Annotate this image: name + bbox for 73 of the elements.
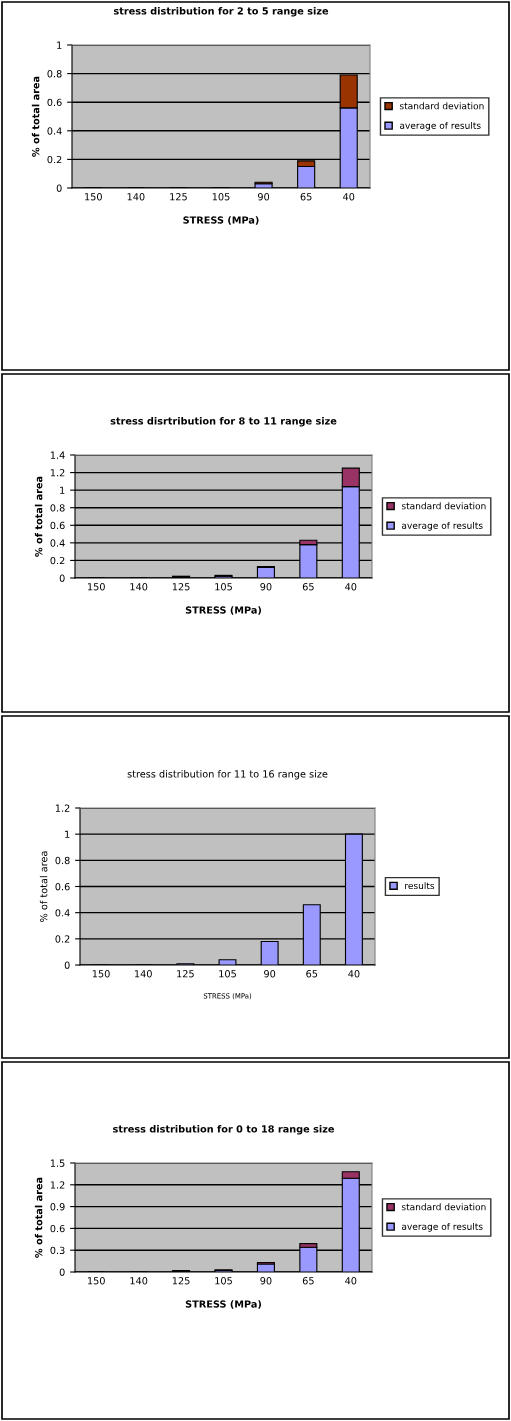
x-tick-label: 90	[260, 1277, 272, 1285]
y-tick-label: 0	[59, 574, 65, 582]
y-tick-label: 1.2	[55, 804, 70, 812]
y-tick-label: 1.5	[50, 1159, 65, 1167]
y-tick-label: 0.8	[50, 504, 65, 512]
x-tick-label: 90	[260, 583, 272, 591]
y-axis-title: % of total area	[31, 76, 40, 157]
legend-label: standard deviation	[399, 102, 484, 110]
x-tick-label: 65	[302, 1277, 314, 1285]
x-tick-label: 140	[135, 970, 152, 978]
x-tick-label: 40	[343, 193, 355, 201]
x-tick-label: 140	[130, 583, 148, 591]
x-tick-label: 105	[212, 193, 230, 201]
legend-label: average of results	[401, 521, 483, 531]
x-tick-label: 140	[127, 193, 145, 201]
y-tick-label: 0.8	[47, 70, 62, 78]
y-tick-label: 0	[59, 1268, 65, 1276]
y-tick-label: 0.6	[50, 1224, 65, 1233]
y-tick-label: 0.2	[50, 556, 65, 565]
y-tick-label: 1.4	[50, 451, 65, 459]
x-tick-label: 125	[177, 970, 194, 978]
x-tick-label: 90	[264, 970, 276, 978]
y-tick-label: 0.3	[50, 1246, 65, 1255]
x-tick-label: 125	[170, 193, 187, 201]
y-tick-label: 0.6	[50, 521, 65, 530]
x-tick-label: 65	[300, 193, 312, 201]
y-tick-label: 0.2	[55, 935, 70, 943]
legend-label: results	[405, 882, 435, 890]
y-tick-label: 0.6	[55, 882, 70, 891]
x-tick-label: 105	[219, 970, 236, 978]
y-tick-label: 0.2	[47, 155, 62, 164]
y-axis-title: % of total area	[34, 1177, 43, 1258]
x-tick-label: 90	[258, 193, 270, 201]
x-tick-label: 40	[345, 583, 357, 591]
y-tick-label: 1	[65, 830, 70, 838]
x-tick-label: 150	[88, 583, 105, 591]
legend-label: average of results	[401, 1222, 483, 1232]
x-axis-title: STRESS (MPa)	[185, 606, 262, 615]
y-tick-label: 1.2	[50, 469, 65, 477]
x-tick-label: 105	[215, 583, 232, 591]
y-tick-label: 0.4	[50, 539, 65, 547]
x-tick-label: 125	[172, 583, 190, 591]
legend-label: standard deviation	[401, 1203, 486, 1211]
y-tick-label: 1	[60, 486, 65, 494]
legend-label: average of results	[399, 121, 481, 131]
x-tick-label: 40	[348, 970, 360, 978]
chart-title: stress distribution for 11 to 16 range size	[127, 770, 328, 780]
legend-label: standard deviation	[401, 502, 486, 510]
x-tick-label: 150	[88, 1277, 105, 1285]
y-axis-title: % of total area	[39, 851, 48, 922]
x-tick-label: 65	[302, 583, 314, 591]
x-tick-label: 65	[306, 970, 318, 978]
y-tick-label: 0.9	[50, 1203, 65, 1211]
y-tick-label: 1	[57, 41, 62, 49]
y-tick-label: 1.2	[50, 1181, 65, 1189]
chart-title: stress distribution for 2 to 5 range size	[113, 7, 329, 17]
x-axis-title: STRESS (MPa)	[185, 1300, 262, 1309]
chart-title: stress disrtribution for 8 to 11 range size	[110, 417, 337, 427]
y-tick-label: 0.8	[55, 856, 70, 865]
x-tick-label: 105	[215, 1277, 232, 1285]
x-tick-label: 150	[85, 193, 102, 201]
x-tick-label: 150	[92, 970, 110, 978]
y-tick-label: 0.4	[55, 909, 70, 917]
x-tick-label: 125	[172, 1277, 190, 1285]
y-axis-title: % of total area	[34, 476, 43, 557]
y-tick-label: 0	[56, 184, 62, 192]
chart-title: stress distribution for 0 to 18 range size	[113, 1125, 334, 1135]
y-tick-label: 0.4	[47, 127, 62, 135]
y-tick-label: 0.6	[47, 98, 62, 107]
y-tick-label: 0	[64, 961, 70, 969]
x-tick-label: 40	[345, 1277, 357, 1285]
x-tick-label: 140	[130, 1277, 148, 1285]
x-axis-title: STRESS (MPa)	[183, 216, 259, 225]
